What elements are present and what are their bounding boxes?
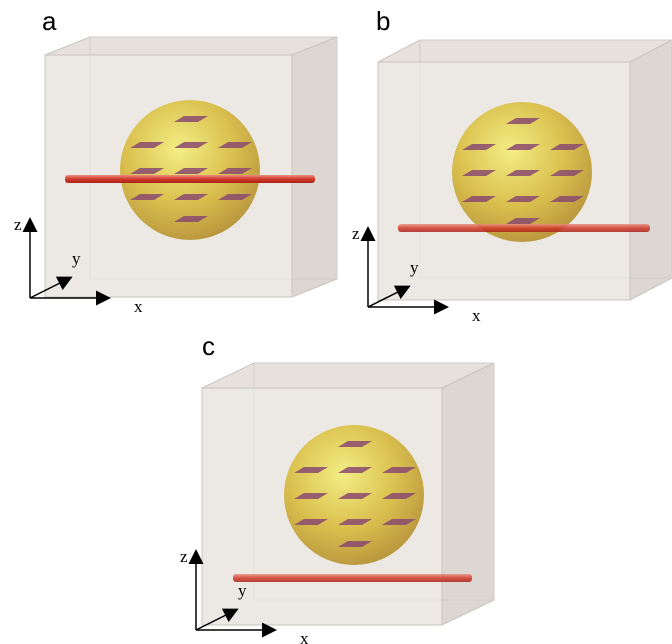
axis-label-z: z bbox=[352, 224, 360, 243]
rod bbox=[65, 175, 315, 183]
rod bbox=[233, 574, 472, 582]
panel-label: b bbox=[376, 6, 390, 36]
panel-label: c bbox=[202, 331, 215, 361]
axis-label-y: y bbox=[410, 258, 419, 277]
axis-label-x: x bbox=[472, 306, 481, 325]
box-top bbox=[45, 37, 337, 55]
box-side bbox=[442, 363, 494, 625]
box-side bbox=[630, 40, 672, 300]
axis-label-x: x bbox=[300, 629, 309, 644]
axis-label-y: y bbox=[238, 581, 247, 600]
axis-label-z: z bbox=[14, 215, 22, 234]
panel: z y x a bbox=[14, 6, 337, 316]
panel: z y x c bbox=[180, 331, 494, 644]
figure: z y x a z y x b z y x c bbox=[0, 0, 672, 644]
box-side bbox=[292, 37, 337, 297]
axis-label-z: z bbox=[180, 547, 188, 566]
rod bbox=[398, 224, 650, 232]
axis-label-y: y bbox=[72, 249, 81, 268]
panel-label: a bbox=[42, 6, 57, 36]
panel: z y x b bbox=[352, 6, 672, 325]
box-top bbox=[378, 40, 672, 62]
axis-label-x: x bbox=[134, 297, 143, 316]
